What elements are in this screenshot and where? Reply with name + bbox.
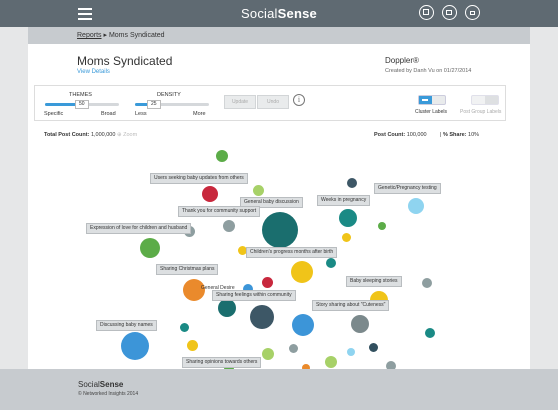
- topic-bubble[interactable]: [289, 344, 298, 353]
- topic-bubble[interactable]: [339, 209, 357, 227]
- breadcrumb-separator: ▸: [103, 32, 107, 39]
- topic-bubble[interactable]: [262, 348, 274, 360]
- topic-bubble[interactable]: [408, 198, 424, 214]
- topic-bubble[interactable]: [218, 299, 236, 317]
- topic-bubble[interactable]: [223, 220, 235, 232]
- share-percent: | % Share: 10%: [440, 132, 480, 138]
- topic-bubble[interactable]: [292, 314, 314, 336]
- topic-bubble[interactable]: [243, 284, 253, 294]
- topic-bubble[interactable]: [326, 258, 336, 268]
- cluster-label[interactable]: Story sharing about "Cuteness": [312, 300, 390, 311]
- cluster-label[interactable]: Sharing opinions towards others: [182, 357, 262, 368]
- report-card: Moms Syndicated View Details Doppler® Cr…: [28, 44, 530, 374]
- topic-bubble[interactable]: [216, 150, 228, 162]
- breadcrumb-current: Moms Syndicated: [108, 32, 165, 39]
- topic-bubble[interactable]: [250, 305, 274, 329]
- topic-bubble[interactable]: [369, 343, 378, 352]
- info-icon[interactable]: i: [293, 94, 305, 106]
- hamburger-menu-icon[interactable]: [78, 8, 92, 20]
- zoom-control[interactable]: ⊕ Zoom: [117, 132, 138, 138]
- cluster-labels-toggle[interactable]: [418, 95, 446, 105]
- density-slider-fill: [135, 103, 154, 106]
- topic-bubble[interactable]: [325, 356, 337, 368]
- lock-icon[interactable]: [465, 5, 480, 20]
- cluster-label[interactable]: Expression of love for children and husb…: [86, 223, 192, 234]
- topic-bubble[interactable]: [378, 222, 386, 230]
- undo-button[interactable]: Undo: [257, 95, 289, 109]
- cluster-label[interactable]: Users seeking baby updates from others: [150, 173, 248, 184]
- cluster-label[interactable]: Weeks in pregnancy: [317, 195, 371, 206]
- topic-bubble[interactable]: [291, 261, 313, 283]
- topic-bubble[interactable]: [180, 323, 189, 332]
- topic-bubble[interactable]: [183, 279, 205, 301]
- themes-label: THEMES: [69, 92, 92, 98]
- topic-bubble[interactable]: [347, 348, 355, 356]
- topic-bubble[interactable]: [140, 238, 160, 258]
- post-group-labels-toggle[interactable]: [471, 95, 499, 105]
- cluster-label[interactable]: Thank you for community support: [178, 206, 261, 217]
- topic-bubble[interactable]: [342, 233, 351, 242]
- post-group-labels-label: Post Group Labels: [460, 109, 502, 115]
- top-nav-bar: SocialSense: [0, 0, 558, 27]
- topic-bubble[interactable]: [351, 315, 369, 333]
- topic-bubble[interactable]: [238, 246, 247, 255]
- update-button[interactable]: Update: [224, 95, 256, 109]
- topic-bubble[interactable]: [262, 212, 298, 248]
- cluster-label[interactable]: Sharing feelings within community: [212, 290, 296, 301]
- themes-slider-handle[interactable]: 50: [75, 100, 89, 109]
- topic-bubble[interactable]: [262, 277, 273, 288]
- zoom-icon: ⊕: [117, 132, 122, 138]
- density-label: DENSITY: [157, 92, 181, 98]
- topic-bubble[interactable]: [425, 328, 435, 338]
- view-details-link[interactable]: View Details: [77, 69, 110, 75]
- cluster-label[interactable]: General baby discussion: [240, 197, 303, 208]
- footer: SocialSense © Networked Insights 2014: [0, 369, 558, 410]
- topic-bubble[interactable]: [386, 361, 396, 371]
- cluster-label[interactable]: Genetic/Pregnancy testing: [374, 183, 441, 194]
- topic-bubble[interactable]: [202, 186, 218, 202]
- briefcase-icon[interactable]: [442, 5, 457, 20]
- topic-bubble[interactable]: [121, 332, 149, 360]
- density-slider[interactable]: [135, 103, 209, 106]
- breadcrumb: Reports ▸ Moms Syndicated: [28, 27, 530, 44]
- density-max-label: More: [193, 111, 206, 117]
- cluster-label[interactable]: Sharing Christmas plans: [156, 264, 219, 275]
- app-logo: SocialSense: [241, 6, 317, 21]
- topic-bubble[interactable]: [347, 178, 357, 188]
- page-title: Moms Syndicated: [77, 54, 173, 68]
- topic-bubble[interactable]: [422, 278, 432, 288]
- themes-slider-fill: [45, 103, 82, 106]
- cluster-label[interactable]: Children's progress months after birth: [246, 247, 338, 258]
- breadcrumb-link-reports[interactable]: Reports: [77, 32, 102, 39]
- controls-panel: THEMES 50 Specific Broad DENSITY 25 Less…: [34, 85, 506, 121]
- algorithm-name: Doppler®: [385, 56, 419, 65]
- cluster-label[interactable]: Discussing baby names: [96, 320, 157, 331]
- save-icon[interactable]: [419, 5, 434, 20]
- cluster-label[interactable]: Baby sleeping stories: [346, 276, 402, 287]
- footer-copyright: © Networked Insights 2014: [78, 391, 139, 397]
- themes-min-label: Specific: [44, 111, 64, 117]
- cluster-label[interactable]: General Desire: [201, 285, 235, 291]
- post-count: Post Count: 100,000: [374, 132, 427, 138]
- topic-bubble[interactable]: [187, 340, 198, 351]
- topic-bubble[interactable]: [302, 364, 310, 372]
- density-min-label: Less: [135, 111, 147, 117]
- themes-max-label: Broad: [101, 111, 116, 117]
- total-post-count: Total Post Count: 1,000,000: [44, 132, 116, 138]
- topic-bubble[interactable]: [253, 185, 264, 196]
- cluster-labels-label: Cluster Labels: [415, 109, 447, 115]
- created-by-text: Created by Danh Vu on 01/27/2014: [385, 68, 472, 74]
- footer-logo: SocialSense: [78, 380, 124, 389]
- density-slider-handle[interactable]: 25: [147, 100, 161, 109]
- bubble-map[interactable]: Users seeking baby updates from others G…: [28, 44, 530, 374]
